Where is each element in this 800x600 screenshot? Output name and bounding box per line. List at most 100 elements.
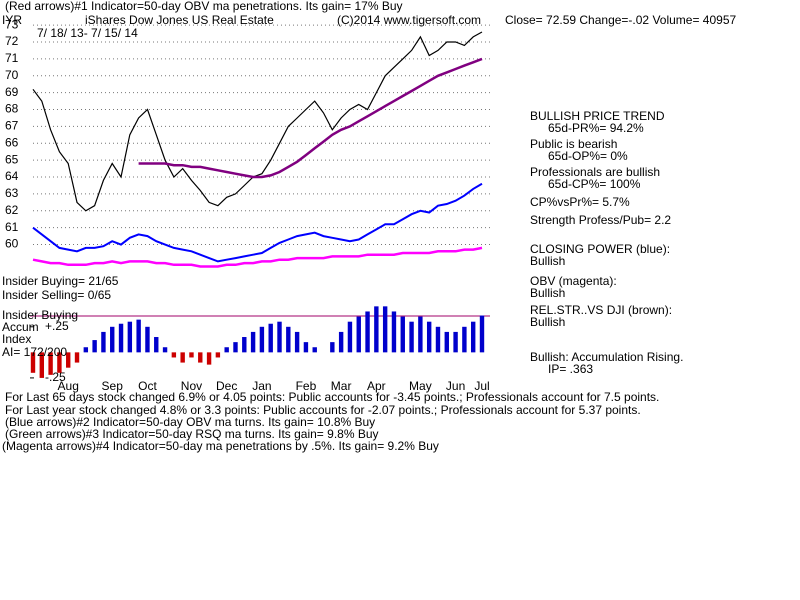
x-tick-label: Mar: [331, 379, 352, 393]
bar: [110, 326, 115, 353]
bar: [479, 315, 485, 353]
annotation: Insider Buying= 21/65: [2, 274, 119, 288]
y-tick-label: 69: [5, 85, 19, 99]
bar: [470, 321, 476, 353]
header: (Red arrows)#1 Indicator=50-day OBV ma p…: [5, 0, 403, 13]
x-tick-label: Aug: [58, 379, 79, 393]
series-line: [32, 182, 483, 263]
bar: [374, 306, 379, 353]
quote: Close= 72.59 Change=-.02 Volume= 40957: [505, 13, 737, 27]
x-tick-label: Feb: [296, 379, 317, 393]
bar: [356, 316, 361, 353]
bar: [312, 347, 317, 353]
annotation: Accum: [2, 320, 39, 334]
bar: [259, 326, 265, 353]
y-tick-label: 70: [5, 68, 19, 82]
y-tick-label: 72: [5, 34, 19, 48]
bar: [426, 321, 432, 353]
bar: [286, 326, 291, 353]
annotation: OBV (magenta):: [530, 274, 617, 288]
annotation: Index: [2, 332, 31, 346]
y-tick-label: 62: [5, 203, 19, 217]
bar: [400, 316, 405, 353]
annotation: 65d-CP%= 100%: [548, 177, 641, 191]
annotation: Insider Buying: [2, 308, 78, 322]
y-tick-label: 60: [5, 237, 19, 251]
bar: [101, 331, 106, 353]
series-line: [32, 246, 483, 268]
bar: [224, 347, 229, 353]
bar: [382, 306, 388, 353]
bar: [83, 347, 89, 353]
bar: [189, 352, 194, 358]
annotation: Bullish: [530, 315, 565, 329]
copyright: (C)2014 www.tigersoft.com: [337, 13, 481, 27]
y-tick-label: 61: [5, 220, 19, 234]
symbol: IYR: [2, 13, 22, 27]
bar: [127, 321, 133, 353]
y-tick-label: 63: [5, 186, 19, 200]
bar: [418, 316, 423, 353]
annotation: IP= .363: [548, 362, 593, 376]
bar: [145, 326, 150, 353]
bar: [198, 352, 203, 363]
y-tick-label: 71: [5, 51, 19, 65]
x-tick-label: Nov: [181, 379, 202, 393]
x-tick-label: Sep: [102, 379, 124, 393]
annotation: 65d-PR%= 94.2%: [548, 121, 644, 135]
bar: [171, 352, 177, 358]
y-tick-label: +.25: [45, 319, 69, 333]
bar: [294, 331, 300, 353]
annotation: Insider Selling= 0/65: [2, 288, 111, 302]
bar: [444, 331, 449, 353]
bar: [242, 337, 247, 353]
y-tick-label: 68: [5, 102, 19, 116]
series-line: [138, 57, 483, 179]
annotation: Bullish: [530, 286, 565, 300]
bar: [453, 331, 458, 353]
bar: [409, 321, 414, 353]
bar: [250, 331, 256, 353]
annotation: CLOSING POWER (blue):: [530, 242, 670, 256]
bar: [268, 323, 273, 353]
bar: [66, 352, 71, 368]
bar: [162, 347, 168, 353]
bar: [435, 326, 441, 353]
bar: [74, 352, 80, 363]
bar: [57, 352, 62, 373]
bar: [92, 340, 97, 353]
annotation: (Blue arrows)#2 Indicator=50-day OBV ma …: [5, 415, 375, 429]
x-tick-label: Jun: [446, 379, 465, 393]
bar: [118, 323, 124, 353]
annotation: 65d-OP%= 0%: [548, 149, 628, 163]
series-line: [32, 31, 483, 212]
bar: [277, 321, 282, 353]
bar: [365, 311, 370, 353]
bar: [303, 342, 309, 353]
annotation: BULLISH PRICE TREND: [530, 109, 665, 123]
annotation: AI= 172/200: [2, 345, 67, 359]
annotation: Bullish: Accumulation Rising.: [530, 350, 683, 364]
bar: [347, 321, 353, 353]
annotation: Bullish: [530, 254, 565, 268]
date-range: 7/ 18/ 13- 7/ 15/ 14: [37, 26, 138, 40]
annotation: (Green arrows)#3 Indicator=50-day RSQ ma…: [5, 427, 379, 441]
bar: [154, 337, 159, 353]
annotation: For Last year stock changed 4.8% or 3.3 …: [5, 403, 641, 417]
bar: [206, 352, 212, 365]
x-tick-label: Apr: [367, 379, 386, 393]
bar: [330, 342, 335, 353]
y-tick-label: -.25: [45, 370, 66, 384]
bar: [462, 326, 467, 353]
bar: [233, 342, 238, 353]
bar: [180, 352, 185, 363]
y-tick-label: 66: [5, 135, 19, 149]
x-tick-label: Oct: [138, 379, 157, 393]
x-tick-label: Jul: [474, 379, 489, 393]
annotation: Strength Profess/Pub= 2.2: [530, 213, 671, 227]
annotation: REL.STR..VS DJI (brown):: [530, 303, 672, 317]
y-tick-label: 64: [5, 169, 19, 183]
x-tick-label: Dec: [216, 379, 237, 393]
